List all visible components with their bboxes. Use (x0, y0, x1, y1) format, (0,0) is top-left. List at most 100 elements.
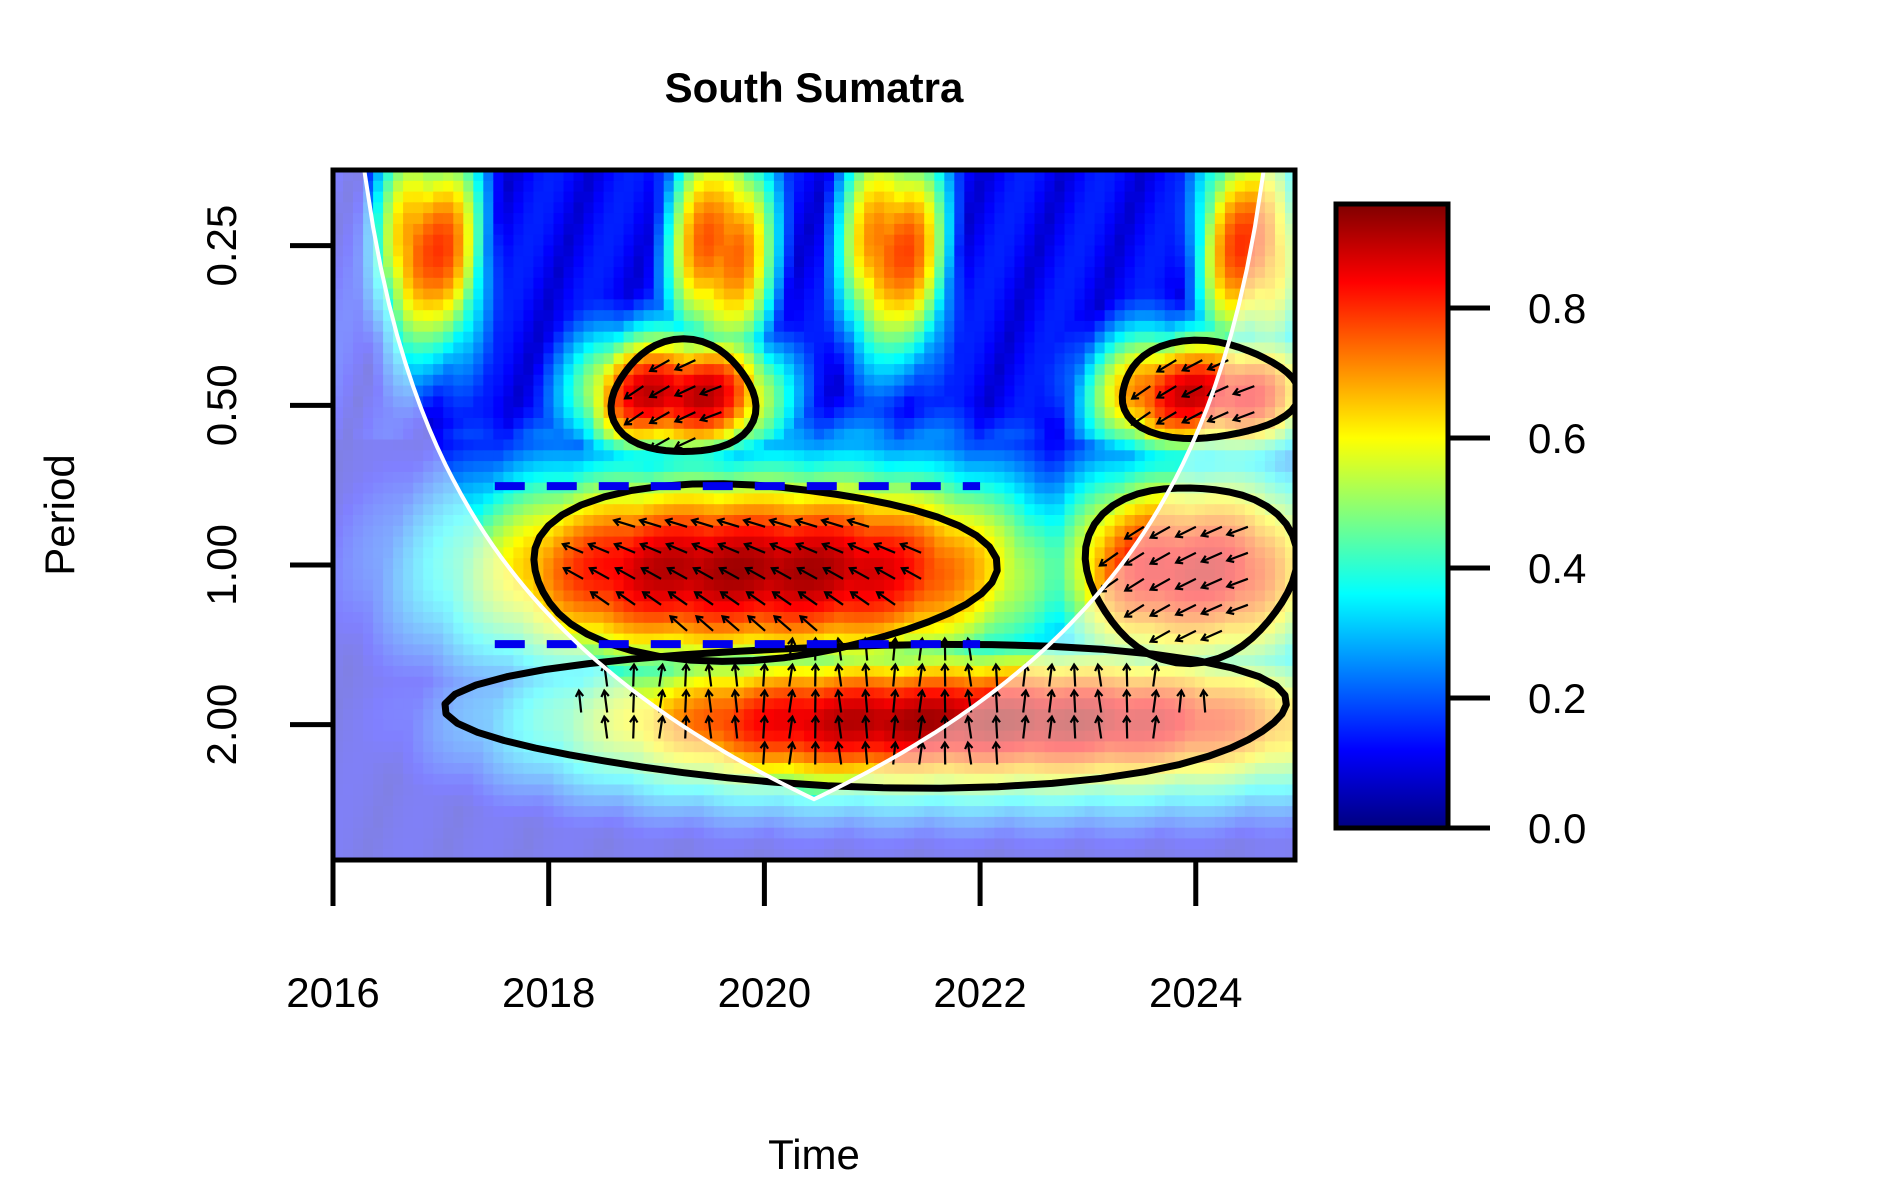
heatmap-cell (733, 407, 745, 419)
heatmap-cell (854, 288, 865, 300)
heatmap-cell (573, 471, 585, 484)
heatmap-cell (794, 665, 805, 678)
heatmap-cell (914, 180, 925, 193)
heatmap-cell (904, 719, 915, 732)
heatmap-cell (523, 310, 534, 322)
heatmap-cell (894, 407, 905, 419)
heatmap-cell (1134, 504, 1146, 516)
heatmap-cell (914, 612, 925, 624)
heatmap-cell (583, 428, 595, 441)
heatmap-cell (824, 288, 835, 300)
heatmap-cell (924, 342, 935, 354)
heatmap-cell (483, 277, 494, 290)
heatmap-cell (934, 299, 945, 311)
heatmap-cell (773, 493, 785, 505)
heatmap-cell (1124, 202, 1136, 214)
heatmap-cell (934, 202, 945, 214)
heatmap-cell (914, 385, 925, 397)
heatmap-cell (533, 202, 544, 214)
heatmap-cell (1044, 579, 1056, 592)
heatmap-cell (994, 515, 1005, 527)
heatmap-cell (1074, 461, 1086, 473)
heatmap-cell (1114, 439, 1126, 451)
heatmap-cell (844, 612, 855, 624)
heatmap-cell (904, 547, 915, 559)
heatmap-cell (453, 277, 464, 290)
heatmap-cell (673, 536, 685, 548)
heatmap-cell (423, 191, 434, 203)
heatmap-cell (894, 170, 905, 182)
heatmap-cell (1154, 180, 1166, 193)
heatmap-cell (894, 374, 905, 387)
heatmap-cell (403, 310, 414, 322)
heatmap-cell (533, 407, 544, 419)
heatmap-cell (603, 439, 615, 451)
heatmap-cell (1024, 601, 1035, 613)
heatmap-cell (954, 245, 965, 257)
heatmap-cell (713, 622, 725, 635)
heatmap-cell (944, 471, 955, 484)
heatmap-cell (673, 407, 685, 419)
heatmap-cell (1164, 385, 1176, 397)
heatmap-cell (1014, 439, 1025, 451)
heatmap-cell (1174, 450, 1186, 462)
heatmap-cell (773, 342, 785, 354)
heatmap-cell (994, 471, 1005, 484)
heatmap-cell (703, 331, 715, 344)
heatmap-cell (844, 407, 855, 419)
heatmap-cell (824, 202, 835, 214)
heatmap-cell (603, 299, 615, 311)
heatmap-cell (1034, 342, 1046, 354)
heatmap-cell (1144, 202, 1156, 214)
heatmap-cell (1224, 267, 1236, 279)
heatmap-cell (663, 299, 675, 311)
heatmap-cell (473, 493, 484, 505)
heatmap-cell (603, 342, 615, 354)
heatmap-cell (804, 450, 815, 462)
heatmap-cell (954, 256, 965, 268)
heatmap-cell (954, 676, 965, 689)
heatmap-cell (844, 698, 855, 710)
heatmap-cell (914, 450, 925, 462)
heatmap-cell (1134, 515, 1146, 527)
heatmap-cell (884, 320, 895, 333)
heatmap-cell (613, 170, 625, 182)
heatmap-cell (603, 277, 615, 290)
heatmap-cell (1034, 622, 1046, 635)
heatmap-cell (874, 320, 885, 333)
heatmap-cell (783, 223, 795, 236)
heatmap-cell (984, 202, 995, 214)
heatmap-cell (773, 374, 785, 387)
heatmap-cell (1084, 310, 1096, 322)
heatmap-cell (773, 471, 785, 484)
heatmap-cell (373, 180, 384, 193)
heatmap-cell (904, 256, 915, 268)
heatmap-cell (503, 536, 514, 548)
heatmap-cell (573, 515, 585, 527)
heatmap-cell (703, 558, 715, 570)
heatmap-cell (944, 579, 955, 592)
heatmap-cell (904, 191, 915, 203)
heatmap-cell (553, 170, 565, 182)
heatmap-cell (503, 256, 514, 268)
heatmap-cell (423, 234, 434, 247)
heatmap-cell (1004, 612, 1015, 624)
heatmap-cell (834, 374, 845, 387)
heatmap-cell (783, 288, 795, 300)
heatmap-cell (794, 633, 805, 645)
heatmap-cell (1074, 374, 1086, 387)
heatmap-cell (743, 310, 755, 322)
heatmap-cell (794, 558, 805, 570)
heatmap-cell (934, 439, 945, 451)
heatmap-cell (683, 579, 695, 592)
heatmap-cell (864, 418, 875, 430)
heatmap-cell (1044, 515, 1056, 527)
heatmap-cell (974, 612, 985, 624)
heatmap-cell (1114, 202, 1126, 214)
heatmap-cell (804, 191, 815, 203)
heatmap-cell (804, 364, 815, 376)
heatmap-cell (473, 310, 484, 322)
heatmap-cell (884, 719, 895, 732)
heatmap-cell (703, 245, 715, 257)
heatmap-cell (904, 482, 915, 495)
